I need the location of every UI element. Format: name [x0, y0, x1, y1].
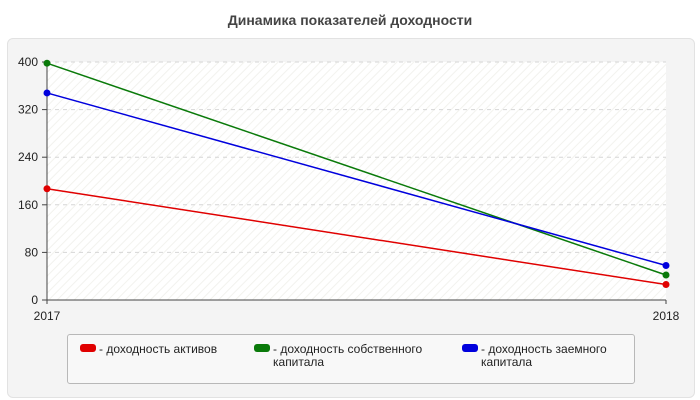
tick-labels: 0 80 160 240 320 400 2017 2018	[18, 55, 680, 323]
data-point-debt-2018	[662, 261, 670, 269]
y-tick-label-160: 160	[18, 198, 38, 212]
series-line-assets	[46, 187, 667, 286]
y-tick-label-320: 320	[18, 103, 38, 117]
data-point-assets-2018	[662, 281, 670, 289]
y-tick-label-240: 240	[18, 150, 38, 164]
data-point-assets-2017	[43, 185, 51, 193]
data-point-debt-2017	[43, 89, 51, 97]
legend: - доходность активов - доходность собств…	[67, 334, 635, 384]
legend-swatch-debt	[462, 344, 478, 352]
legend-label-equity: - доходность собственного капитала	[273, 342, 423, 369]
y-tick-label-400: 400	[18, 55, 38, 69]
series-line-debt	[46, 92, 667, 267]
x-tick-label-2017: 2017	[34, 309, 61, 323]
axes	[42, 61, 667, 304]
data-point-equity-2018	[662, 271, 670, 279]
plot-area	[47, 62, 666, 300]
series-lines	[43, 59, 670, 289]
series-line-equity	[46, 62, 667, 276]
legend-swatch-assets	[80, 344, 96, 352]
y-tick-label-80: 80	[25, 245, 39, 259]
legend-label-assets: - доходность активов	[99, 342, 218, 356]
legend-label-debt: - доходность заемного капитала	[481, 342, 607, 369]
chart-title: Динамика показателей доходности	[227, 12, 473, 28]
legend-swatch-equity	[254, 344, 270, 352]
x-tick-label-2018: 2018	[653, 309, 680, 323]
data-point-equity-2017	[43, 59, 51, 67]
grid-lines	[47, 61, 666, 253]
y-tick-label-0: 0	[31, 293, 38, 307]
